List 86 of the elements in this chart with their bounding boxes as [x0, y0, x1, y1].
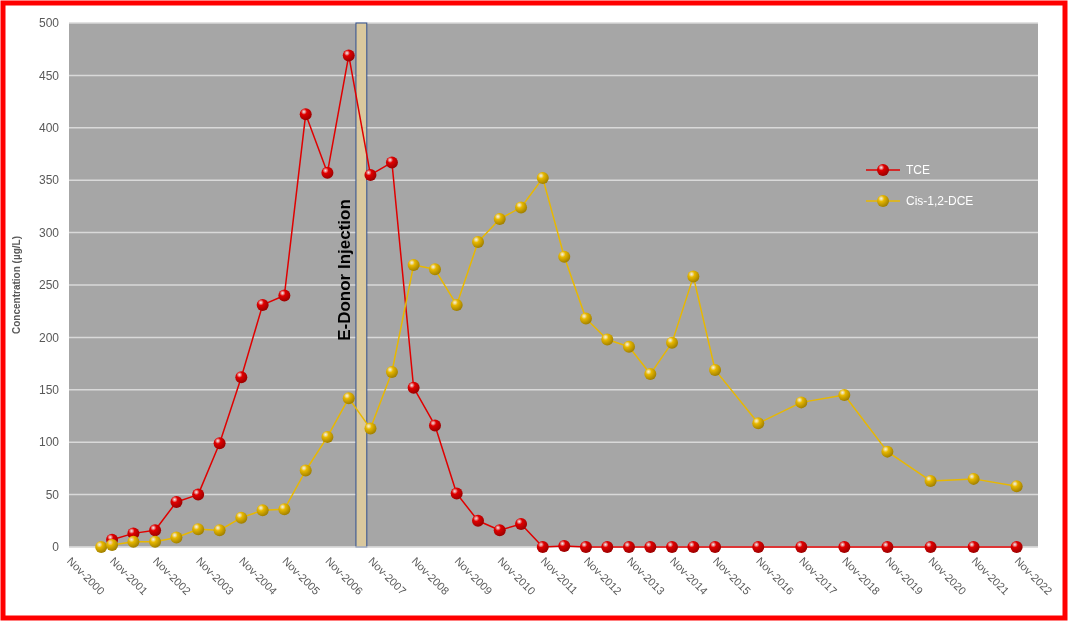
- point: [579, 312, 592, 325]
- point: [709, 541, 722, 553]
- y-axis-title: Concentration (µg/L): [11, 236, 22, 334]
- point: [407, 259, 420, 272]
- point: [881, 541, 894, 553]
- point: [149, 524, 162, 537]
- y-tick-label: 150: [38, 383, 60, 397]
- point: [278, 503, 291, 516]
- point: [278, 289, 291, 302]
- y-tick-label: 400: [38, 121, 60, 135]
- point: [622, 541, 635, 553]
- point: [515, 201, 528, 214]
- point: [428, 419, 441, 432]
- point: [299, 108, 312, 121]
- y-tick-label: 50: [45, 487, 60, 502]
- point: [493, 212, 506, 225]
- point: [342, 49, 355, 62]
- point: [170, 495, 183, 508]
- point: [644, 541, 657, 553]
- point: [601, 333, 614, 346]
- y-tick-label: 350: [38, 173, 60, 188]
- point: [558, 539, 571, 552]
- point: [213, 524, 226, 537]
- y-tick-label: 500: [38, 16, 60, 31]
- y-tick-label: 450: [38, 68, 60, 83]
- point: [213, 437, 226, 450]
- point: [601, 541, 614, 553]
- point: [838, 541, 851, 553]
- point: [472, 514, 485, 527]
- y-tick-label: 250: [38, 278, 60, 293]
- point: [450, 298, 463, 311]
- point: [687, 541, 700, 553]
- point: [666, 541, 679, 553]
- point: [838, 389, 851, 402]
- point: [364, 422, 377, 435]
- point: [967, 541, 980, 553]
- point: [644, 368, 657, 381]
- point: [967, 472, 980, 485]
- point: [752, 417, 765, 430]
- point: [235, 371, 248, 384]
- point: [364, 168, 377, 181]
- point: [256, 504, 269, 517]
- point: [321, 430, 334, 443]
- legend-label: Cis-1,2-DCE: [906, 194, 974, 209]
- point: [235, 511, 248, 524]
- point: [1010, 480, 1023, 493]
- point: [170, 531, 183, 544]
- point: [192, 523, 205, 536]
- y-tick-label: 0: [52, 540, 60, 555]
- point: [666, 336, 679, 349]
- point: [752, 541, 765, 553]
- point: [385, 365, 398, 378]
- point: [622, 340, 635, 353]
- point: [385, 156, 398, 169]
- point: [924, 474, 937, 487]
- point: [687, 270, 700, 283]
- point: [558, 250, 571, 263]
- point: [536, 172, 549, 185]
- point: [795, 396, 808, 409]
- point: [256, 298, 269, 311]
- point: [127, 535, 140, 548]
- point: [472, 236, 485, 249]
- y-tick-label: 300: [38, 225, 60, 240]
- point: [321, 166, 334, 179]
- point: [342, 392, 355, 405]
- point: [493, 524, 506, 537]
- point: [299, 464, 312, 477]
- band-label: E-Donor Injection: [334, 199, 354, 341]
- point: [106, 538, 119, 551]
- y-tick-label: 200: [38, 330, 60, 345]
- point: [407, 381, 420, 394]
- point: [192, 488, 205, 501]
- point: [536, 541, 549, 553]
- point: [515, 517, 528, 530]
- legend-label: TCE: [906, 163, 930, 178]
- point: [579, 541, 592, 553]
- point: [795, 541, 808, 553]
- point: [709, 363, 722, 376]
- point: [881, 445, 894, 458]
- point: [428, 263, 441, 276]
- point: [450, 487, 463, 500]
- point: [1010, 541, 1023, 553]
- y-tick-label: 100: [38, 435, 60, 450]
- point: [924, 541, 937, 553]
- point: [95, 541, 108, 553]
- point: [149, 535, 162, 548]
